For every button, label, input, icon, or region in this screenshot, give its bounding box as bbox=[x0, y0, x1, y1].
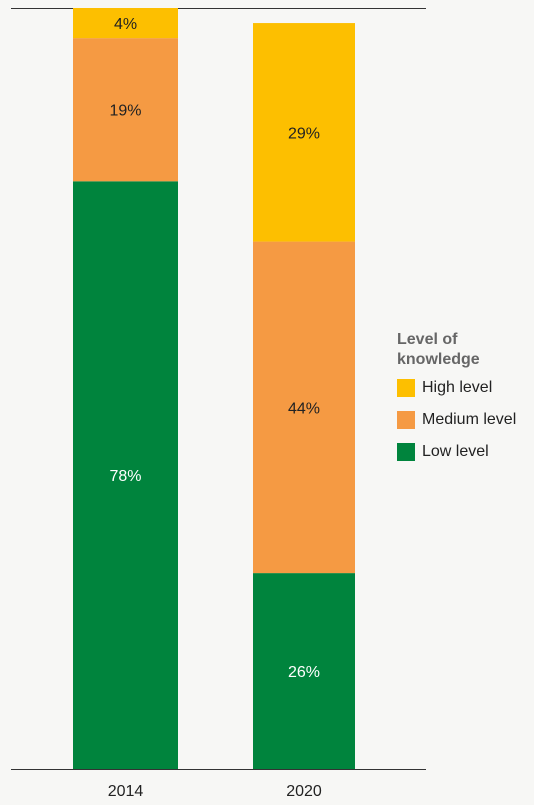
bar-medium-level-2020 bbox=[253, 241, 355, 574]
legend-item-medium-level: Medium level bbox=[397, 410, 534, 430]
legend-item-low-level: Low level bbox=[397, 442, 534, 462]
legend: Level of knowledge High level Medium lev… bbox=[397, 330, 534, 474]
legend-label-low-level: Low level bbox=[422, 443, 489, 460]
data-label-medium-level-2020: 44% bbox=[288, 400, 320, 417]
bar-high-level-2014 bbox=[73, 8, 178, 39]
bar-high-level-2020 bbox=[253, 23, 355, 242]
bar-medium-level-2014 bbox=[73, 38, 178, 182]
legend-swatch-high-level bbox=[397, 379, 415, 397]
legend-title: Level of knowledge bbox=[397, 331, 480, 368]
legend-item-high-level: High level bbox=[397, 378, 534, 398]
data-label-low-level-2020: 26% bbox=[288, 664, 320, 681]
legend-swatch-low-level bbox=[397, 443, 415, 461]
data-label-medium-level-2014: 19% bbox=[109, 103, 141, 120]
x-tick-label-2014: 2014 bbox=[108, 783, 144, 800]
bar-low-level-2014 bbox=[73, 181, 178, 770]
x-tick-label-2020: 2020 bbox=[286, 783, 322, 800]
legend-label-medium-level: Medium level bbox=[422, 411, 517, 428]
data-label-low-level-2014: 78% bbox=[109, 468, 141, 485]
data-label-high-level-2020: 29% bbox=[288, 125, 320, 142]
legend-swatch-medium-level bbox=[397, 411, 415, 429]
data-label-high-level-2014: 4% bbox=[114, 16, 137, 33]
bar-low-level-2020 bbox=[253, 573, 355, 769]
legend-label-high-level: High level bbox=[422, 379, 493, 396]
